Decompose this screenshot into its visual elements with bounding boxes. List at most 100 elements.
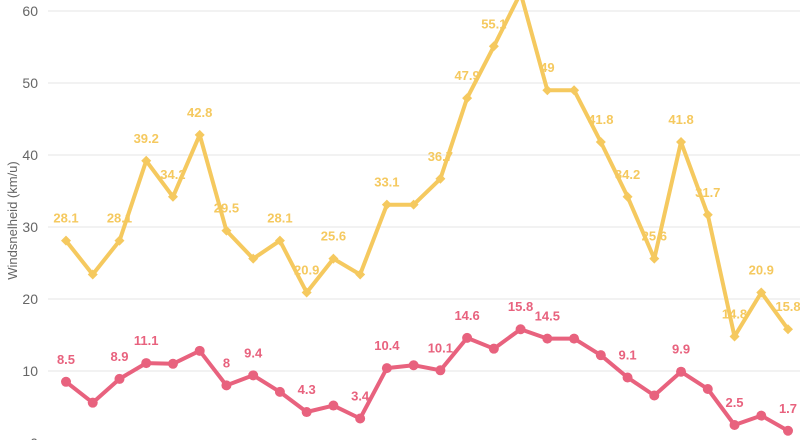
data-label: 31.7 (695, 185, 720, 200)
data-label: 34.2 (160, 167, 185, 182)
data-label: 25.6 (642, 229, 667, 244)
series-0-line (64, 0, 790, 339)
series-1-point (248, 370, 259, 381)
series-0-point (114, 235, 125, 246)
data-label: 9.9 (672, 342, 690, 357)
series-0-point (141, 155, 152, 166)
data-label: 47.9 (454, 68, 479, 83)
y-tick-label: 0 (30, 435, 38, 440)
series-1-point (355, 413, 366, 424)
series-1-point (61, 376, 71, 387)
data-label: 14.6 (454, 308, 479, 323)
series-0-point (221, 225, 232, 236)
data-label: 4.3 (298, 382, 316, 397)
series-0-point (167, 191, 178, 202)
y-axis-ticks: 0 10 20 30 40 50 60 (22, 3, 38, 440)
series-1-point (87, 397, 98, 408)
data-label: 33.1 (374, 175, 399, 190)
data-label: 55.1 (481, 16, 506, 31)
grid (48, 10, 800, 372)
data-label: 28.1 (53, 211, 78, 226)
series-1-point (569, 333, 580, 344)
data-label: 1.7 (779, 401, 797, 416)
series-1-point (702, 384, 713, 394)
data-label: 20.9 (749, 263, 774, 278)
series-0-point (729, 331, 740, 342)
data-label: 15.8 (775, 299, 800, 314)
series-0-point (783, 324, 793, 335)
series-1-point (221, 380, 232, 391)
y-tick-label: 10 (22, 363, 38, 379)
series-1-point (301, 407, 312, 418)
data-label: 28.1 (107, 211, 132, 226)
series-1-point (194, 345, 205, 356)
series-0-point (756, 287, 767, 298)
data-label: 20.9 (294, 263, 319, 278)
data-label: 41.8 (588, 112, 613, 127)
series-1-point (328, 400, 339, 411)
y-tick-label: 40 (22, 147, 38, 163)
series-1-point (488, 343, 499, 354)
data-label: 34.2 (615, 167, 640, 182)
series-1-point (515, 324, 526, 335)
series-1-point (408, 360, 419, 371)
series-layer (61, 0, 793, 436)
data-label: 29.5 (214, 201, 239, 216)
series-0-point (381, 199, 392, 210)
data-label: 14.8 (722, 306, 747, 321)
series-1-point (676, 366, 687, 377)
y-tick-label: 50 (22, 75, 38, 91)
data-label: 10.1 (428, 340, 453, 355)
series-0-point (355, 269, 366, 280)
y-tick-label: 20 (22, 291, 38, 307)
series-0-point (569, 85, 580, 96)
data-label: 41.8 (668, 112, 693, 127)
data-label: 8 (223, 355, 230, 370)
data-label: 10.4 (374, 338, 400, 353)
series-1-point (381, 363, 392, 374)
data-label: 28.1 (267, 211, 292, 226)
data-label: 11.1 (134, 333, 159, 348)
data-label: 9.1 (619, 347, 637, 362)
data-label: 8.9 (110, 349, 128, 364)
series-1-line (64, 327, 790, 433)
series-1-point (141, 358, 152, 369)
series-0-point (194, 129, 205, 140)
series-1-point (274, 386, 285, 397)
series-0-point (649, 253, 660, 264)
data-label: 15.8 (508, 299, 533, 314)
series-1-point (114, 373, 125, 384)
series-1-point (435, 365, 446, 376)
y-tick-label: 30 (22, 219, 38, 235)
series-0-point (328, 253, 339, 264)
series-1-point (167, 358, 178, 369)
series-0-point (702, 209, 713, 220)
series-0-point (435, 173, 446, 184)
y-tick-label: 60 (22, 3, 38, 19)
data-label: 9.4 (244, 345, 263, 360)
series-1-point (462, 332, 473, 343)
data-label: 49 (540, 60, 554, 75)
series-1-point (783, 425, 793, 436)
series-0-point (61, 235, 71, 246)
series-0-point (248, 253, 259, 264)
data-labels: 28.1 28.1 39.2 34.2 42.8 29.5 28.1 20.9 25.6 33.1… (53, 16, 800, 415)
series-0-point (488, 41, 499, 52)
series-1-point (595, 350, 606, 361)
series-0-point (595, 137, 606, 148)
data-label: 25.6 (321, 229, 346, 244)
series-1-point (729, 420, 740, 430)
series-0-point (622, 191, 633, 202)
data-label: 42.8 (187, 105, 212, 120)
series-0-point (301, 287, 312, 298)
data-label: 2.5 (725, 395, 743, 410)
data-label: 14.5 (535, 309, 560, 324)
data-label: 36.7 (428, 149, 453, 164)
series-1-point (622, 372, 633, 383)
data-label: 3.4 (351, 389, 370, 404)
series-0-point (676, 137, 687, 148)
series-0-point (462, 93, 473, 104)
series-1-point (649, 390, 660, 401)
series-1-point (756, 410, 767, 421)
